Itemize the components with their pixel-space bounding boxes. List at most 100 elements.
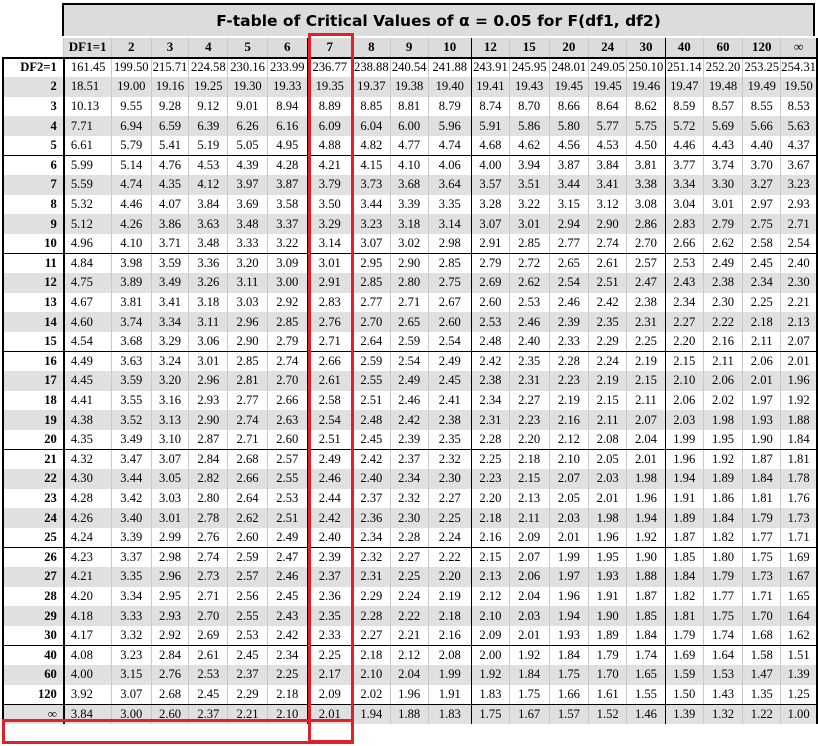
critical-value-cell: 4.26: [63, 508, 112, 528]
df1-header-8: 8: [351, 38, 391, 59]
critical-value-cell: 2.24: [427, 527, 473, 548]
critical-value-cell: 3.55: [110, 390, 152, 411]
critical-value-cell: 2.64: [351, 331, 391, 352]
critical-value-cell: 2.05: [548, 488, 590, 509]
critical-value-cell: 2.32: [389, 488, 429, 509]
critical-value-cell: 3.23: [351, 214, 391, 234]
critical-value-cell: 1.65: [780, 586, 818, 607]
critical-value-cell: 4.43: [702, 135, 744, 157]
critical-value-cell: 2.43: [266, 606, 308, 626]
critical-value-cell: 2.32: [351, 547, 391, 568]
table-row: 18 4.41 3.55 3.16 2.93 2.77 2.66 2.58 2.51 2.46 2.…: [2, 390, 818, 411]
df2-row-header: 26: [2, 547, 65, 568]
critical-value-cell: 2.36: [351, 508, 391, 528]
critical-value-cell: 2.79: [471, 253, 510, 274]
critical-value-cell: 3.92: [63, 684, 112, 705]
critical-value-cell: 2.93: [188, 390, 229, 411]
critical-value-cell: 3.32: [110, 625, 152, 646]
critical-value-cell: 3.23: [110, 645, 152, 665]
table-row: 6 5.99 5.14 4.76 4.53 4.39 4.28 4.21 4.15 4.10 4.0…: [2, 155, 818, 176]
critical-value-cell: 19.38: [389, 77, 429, 97]
critical-value-cell: 2.69: [471, 273, 510, 293]
critical-value-cell: 245.95: [508, 57, 550, 78]
table-row: 8 5.32 4.46 4.07 3.84 3.69 3.58 3.50 3.44 3.39 3.3…: [2, 194, 818, 215]
df1-header-7: 7: [306, 38, 353, 59]
df2-row-header: 21: [2, 449, 65, 470]
df1-header-6: 6: [266, 38, 308, 59]
critical-value-cell: 2.49: [389, 371, 429, 391]
critical-value-cell: 6.39: [188, 116, 229, 136]
critical-value-cell: 1.75: [548, 665, 590, 685]
critical-value-cell: 3.22: [508, 194, 550, 215]
df2-row-header: 15: [2, 331, 65, 352]
critical-value-cell: 1.89: [702, 469, 744, 489]
critical-value-cell: 2.28: [389, 527, 429, 548]
table-row: 7 5.59 4.74 4.35 4.12 3.97 3.87 3.79 3.73 3.68 3.6…: [2, 175, 818, 195]
critical-value-cell: 1.52: [588, 704, 628, 724]
critical-value-cell: 2.19: [548, 390, 590, 411]
critical-value-cell: 1.64: [780, 606, 818, 626]
critical-value-cell: 4.24: [63, 527, 112, 548]
critical-value-cell: 3.49: [150, 273, 190, 293]
critical-value-cell: 1.73: [742, 567, 782, 587]
critical-value-cell: 2.22: [702, 312, 744, 332]
critical-value-cell: 3.34: [110, 586, 152, 607]
critical-value-cell: 2.07: [548, 469, 590, 489]
critical-value-cell: 3.58: [266, 194, 308, 215]
critical-value-cell: 1.91: [427, 684, 473, 705]
critical-value-cell: 19.37: [351, 77, 391, 97]
critical-value-cell: 2.76: [150, 665, 190, 685]
critical-value-cell: 2.03: [548, 508, 590, 528]
critical-value-cell: 3.98: [110, 253, 152, 274]
critical-value-cell: 1.91: [588, 586, 628, 607]
critical-value-cell: 3.13: [150, 410, 190, 430]
critical-value-cell: 2.17: [306, 665, 353, 685]
critical-value-cell: 5.32: [63, 194, 112, 215]
critical-value-cell: 230.16: [227, 57, 268, 78]
critical-value-cell: 2.31: [508, 371, 550, 391]
f-critical-values-table: DF1=1 2 3 4 5 6 7 8 9 10 12 15 20 24 30 40 60 120 ∞ DF2=1 1…: [2, 38, 818, 724]
critical-value-cell: 2.23: [508, 410, 550, 430]
critical-value-cell: 1.94: [664, 469, 704, 489]
critical-value-cell: 2.74: [588, 233, 628, 255]
critical-value-cell: 2.00: [471, 645, 510, 665]
critical-value-cell: 2.53: [508, 292, 550, 313]
critical-value-cell: 2.58: [306, 390, 353, 411]
critical-value-cell: 2.58: [742, 233, 782, 255]
critical-value-cell: 1.88: [780, 410, 818, 430]
critical-value-cell: 2.31: [471, 410, 510, 430]
critical-value-cell: 3.00: [266, 273, 308, 293]
critical-value-cell: 2.07: [780, 331, 818, 352]
critical-value-cell: 3.73: [351, 175, 391, 195]
critical-value-cell: 2.35: [588, 312, 628, 332]
critical-value-cell: 2.76: [306, 312, 353, 332]
critical-value-cell: 5.80: [548, 116, 590, 136]
table-row: 20 4.35 3.49 3.10 2.87 2.71 2.60 2.51 2.45 2.39 2.…: [2, 429, 818, 450]
critical-value-cell: 2.61: [306, 371, 353, 391]
table-row: ∞ 3.84 3.00 2.60 2.37 2.21 2.10 2.01 1.94 1.88 1.8…: [2, 704, 818, 724]
critical-value-cell: 2.19: [588, 371, 628, 391]
critical-value-cell: 1.92: [471, 665, 510, 685]
critical-value-cell: 3.39: [110, 527, 152, 548]
critical-value-cell: 2.25: [389, 567, 429, 587]
critical-value-cell: 2.06: [742, 351, 782, 372]
critical-value-cell: 5.72: [664, 116, 704, 136]
critical-value-cell: 2.46: [508, 312, 550, 332]
critical-value-cell: 2.60: [150, 704, 190, 724]
df2-row-header: DF2=1: [2, 57, 65, 78]
critical-value-cell: 3.68: [110, 331, 152, 352]
critical-value-cell: 2.84: [150, 645, 190, 665]
critical-value-cell: 2.16: [702, 331, 744, 352]
critical-value-cell: 3.14: [306, 233, 353, 255]
critical-value-cell: 1.83: [471, 684, 510, 705]
critical-value-cell: 243.91: [471, 57, 510, 78]
critical-value-cell: 2.62: [508, 273, 550, 293]
table-row: 14 4.60 3.74 3.34 3.11 2.96 2.85 2.76 2.70 2.65 2.…: [2, 312, 818, 332]
critical-value-cell: 3.22: [266, 233, 308, 255]
critical-value-cell: 3.03: [150, 488, 190, 509]
critical-value-cell: 1.91: [664, 488, 704, 509]
critical-value-cell: 2.60: [471, 292, 510, 313]
critical-value-cell: 19.45: [588, 77, 628, 97]
critical-value-cell: 19.46: [626, 77, 666, 97]
critical-value-cell: 1.77: [702, 586, 744, 607]
